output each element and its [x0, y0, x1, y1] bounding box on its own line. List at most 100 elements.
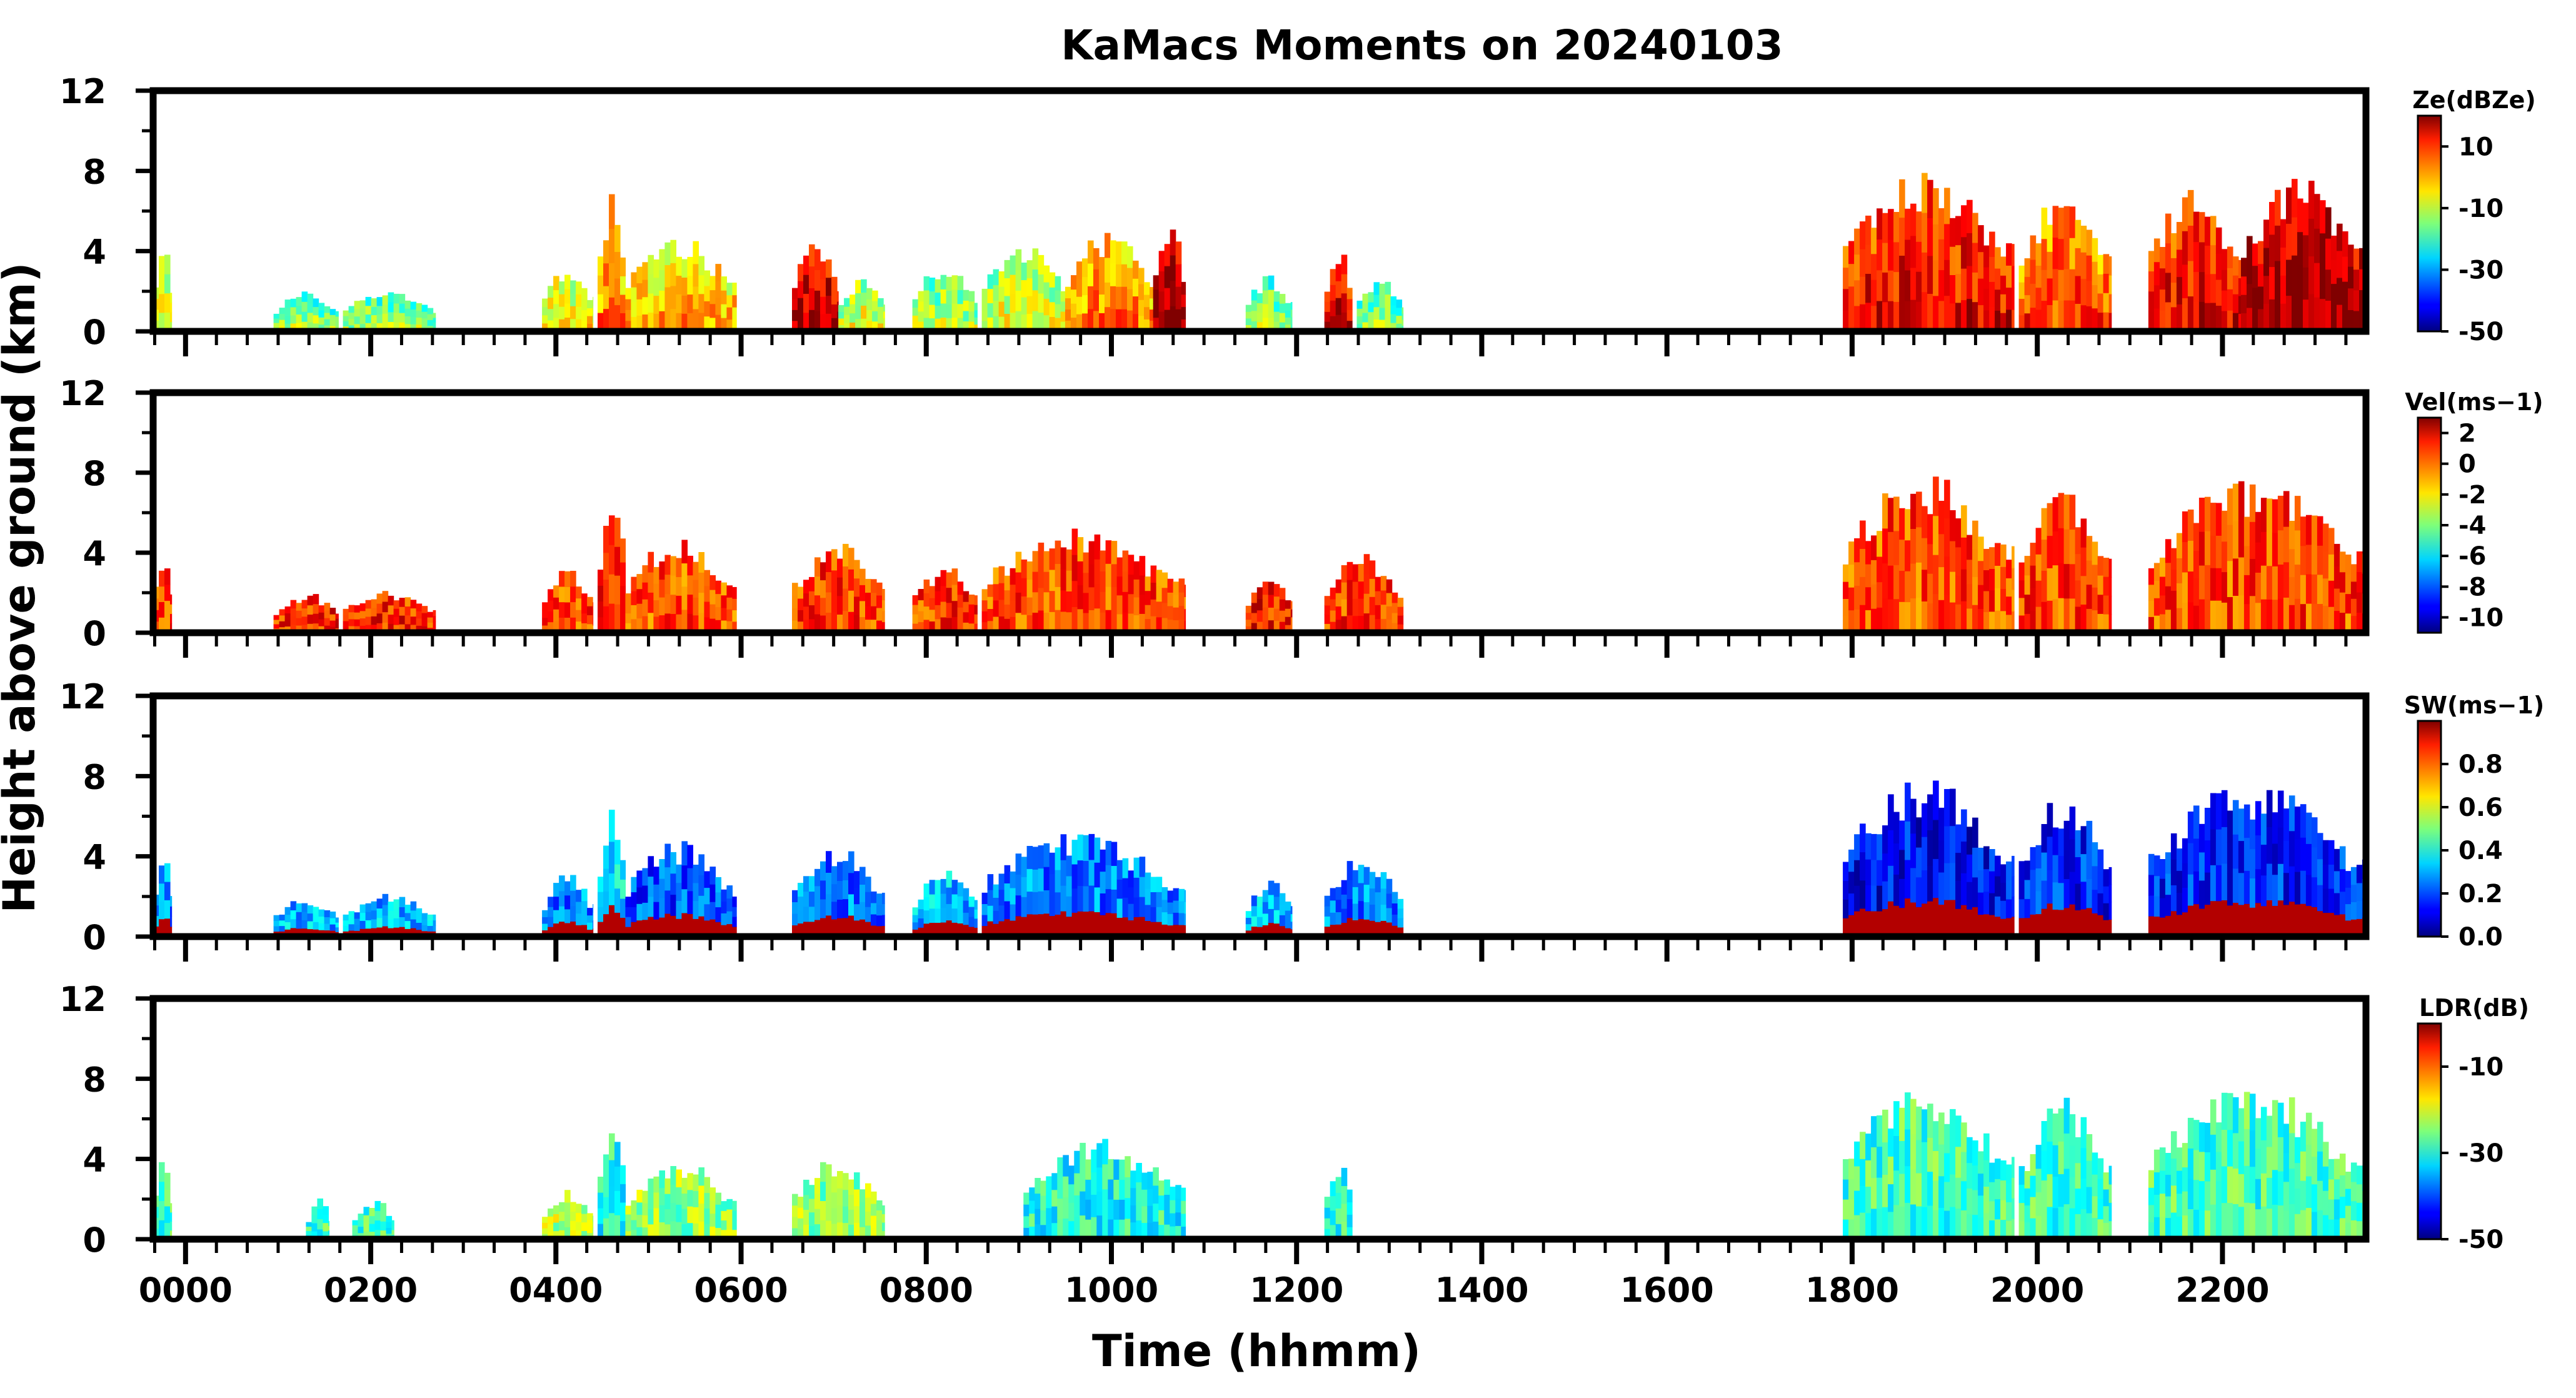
x-tick-label: 1800 [1805, 1270, 1899, 1310]
colorbar-ldr: LDR(dB) -10 -30 -50 [2417, 994, 2529, 1254]
x-tick-label: 1000 [1065, 1270, 1158, 1310]
colorbar-tick-label: -4 [2458, 511, 2486, 540]
colorbar-sw: SW(ms−1) 0.8 0.6 0.4 0.2 0.0 [2404, 691, 2545, 952]
y-tick-label: 12 [59, 980, 106, 1019]
x-tick-label: 0200 [324, 1270, 418, 1310]
cloud-echo-sw-7 [912, 870, 978, 937]
cloud-echo-ldr-3 [542, 1190, 594, 1240]
colorbar-ze: Ze(dBZe) 10 -10 -30 -50 [2412, 86, 2536, 346]
cloud-echo-vel-11 [1843, 476, 2015, 633]
x-tick-label: 0000 [139, 1270, 233, 1310]
x-axis-label: Time (hhmm) [1092, 1325, 1421, 1377]
cloud-echo-sw-9 [1245, 880, 1293, 937]
panel-ldr: 0 4 8 12 0000 0200 0400 0600 0800 1000 1200 1400 160… [59, 980, 2529, 1310]
y-tick-label: 8 [83, 454, 106, 493]
colorbar-label: SW(ms−1) [2404, 691, 2545, 719]
panel-ze: 0 4 8 12 Ze(dBZe) 10 -10 -30 -50 [59, 72, 2536, 356]
colorbar-gradient [2417, 416, 2442, 634]
cloud-echo-ldr-9 [1843, 1092, 2015, 1240]
y-tick-label: 12 [59, 72, 106, 111]
colorbar-tick-label: 2 [2458, 420, 2476, 448]
cloud-echo-sw-3 [542, 875, 594, 937]
cloud-echo-ldr-7 [1023, 1139, 1186, 1240]
cloud-echo-ze-15 [1843, 173, 2015, 332]
cloud-echo-vel-2 [343, 591, 436, 633]
cloud-echo-sw-8 [981, 833, 1186, 937]
cloud-echo-ze-3 [542, 274, 594, 332]
colorbar-label: Ze(dBZe) [2412, 86, 2536, 114]
y-tick-label: 0 [83, 313, 106, 352]
x-tick-label: 1400 [1435, 1270, 1528, 1310]
cloud-echo-ldr-11 [2148, 1092, 2367, 1240]
cloud-echo-sw-11 [1843, 780, 2015, 937]
colorbar-tick-label: 0.2 [2458, 880, 2503, 908]
colorbar-gradient [2417, 114, 2442, 333]
x-tick-label: 0800 [880, 1270, 973, 1310]
cloud-echo-ze-11 [1153, 229, 1186, 332]
cloud-echo-ldr-8 [1324, 1167, 1353, 1240]
colorbar-tick-label: -8 [2458, 573, 2486, 601]
x-tick-label: 1200 [1250, 1270, 1343, 1310]
cloud-echo-vel-6 [792, 543, 885, 633]
colorbar-label: Vel(ms−1) [2405, 388, 2543, 416]
cloud-echo-ze-4 [598, 194, 626, 332]
y-tick-label: 8 [83, 152, 106, 191]
cloud-echo-ldr-4 [598, 1133, 626, 1240]
colorbar-label: LDR(dB) [2419, 994, 2529, 1022]
y-tick-label: 4 [83, 838, 106, 877]
cloud-echo-ze-9 [981, 248, 1066, 332]
y-tick-label: 8 [83, 757, 106, 797]
y-tick-label: 0 [83, 614, 106, 653]
y-axis-label: Height above ground (km) [0, 262, 45, 913]
panel-sw: 0 4 8 12 SW(ms−1) 0.8 0.6 0.4 0.2 0.0 [59, 677, 2544, 962]
cloud-echo-ze-5 [625, 239, 737, 332]
cloud-echo-sw-5 [625, 841, 737, 937]
colorbar-gradient [2417, 1022, 2442, 1240]
y-tick-label: 4 [83, 233, 106, 272]
cloud-echo-vel-13 [2148, 481, 2367, 633]
colorbar-tick-label: 0.4 [2458, 837, 2503, 865]
colorbar-tick-label: -50 [2458, 318, 2503, 346]
y-tick-label: 0 [83, 1220, 106, 1260]
colorbar-tick-label: -10 [2458, 603, 2503, 632]
cloud-echo-vel-5 [625, 540, 737, 633]
cloud-echo-ze-16 [2018, 206, 2112, 332]
colorbar-tick-label: -10 [2458, 194, 2503, 223]
cloud-echo-vel-12 [2018, 493, 2112, 633]
cloud-echo-ze-12 [1245, 275, 1293, 332]
cloud-echo-ldr-1 [306, 1198, 329, 1240]
cloud-echo-ze-10 [1065, 233, 1154, 332]
cloud-echo-vel-3 [542, 571, 594, 633]
colorbar-gradient [2417, 720, 2442, 938]
cloud-echo-ldr-6 [792, 1162, 885, 1240]
x-tick-label: 0600 [694, 1270, 788, 1310]
cloud-echo-ldr-10 [2018, 1097, 2112, 1240]
chart-title: KaMacs Moments on 20240103 [1061, 21, 1783, 69]
cloud-echo-ldr-5 [625, 1166, 737, 1240]
x-tick-label: 2000 [1990, 1270, 2084, 1310]
colorbar-tick-label: -50 [2458, 1225, 2503, 1254]
cloud-echo-sw-6 [792, 851, 885, 937]
colorbar-tick-label: -2 [2458, 481, 2486, 510]
colorbar-tick-label: 0.8 [2458, 750, 2503, 779]
cloud-echo-ze-13 [1324, 254, 1353, 332]
y-tick-label: 4 [83, 1140, 106, 1180]
cloud-echo-vel-9 [1245, 581, 1293, 633]
colorbar-tick-label: 10 [2458, 133, 2493, 161]
colorbar-tick-label: 0.0 [2458, 923, 2503, 952]
cloud-echo-ze-18 [2241, 179, 2367, 332]
cloud-echo-ze-17 [2148, 189, 2242, 332]
colorbar-tick-label: -6 [2458, 542, 2486, 571]
cloud-echo-vel-8 [981, 528, 1186, 633]
x-tick-label: 1600 [1620, 1270, 1714, 1310]
cloud-echo-vel-4 [598, 515, 626, 633]
y-tick-label: 12 [59, 677, 106, 717]
y-tick-label: 4 [83, 534, 106, 573]
colorbar-tick-label: -30 [2458, 1139, 2503, 1168]
cloud-echo-sw-12 [2018, 803, 2112, 937]
colorbar-tick-label: 0.6 [2458, 793, 2503, 822]
y-tick-label: 12 [59, 374, 106, 413]
x-tick-label: 2200 [2175, 1270, 2269, 1310]
